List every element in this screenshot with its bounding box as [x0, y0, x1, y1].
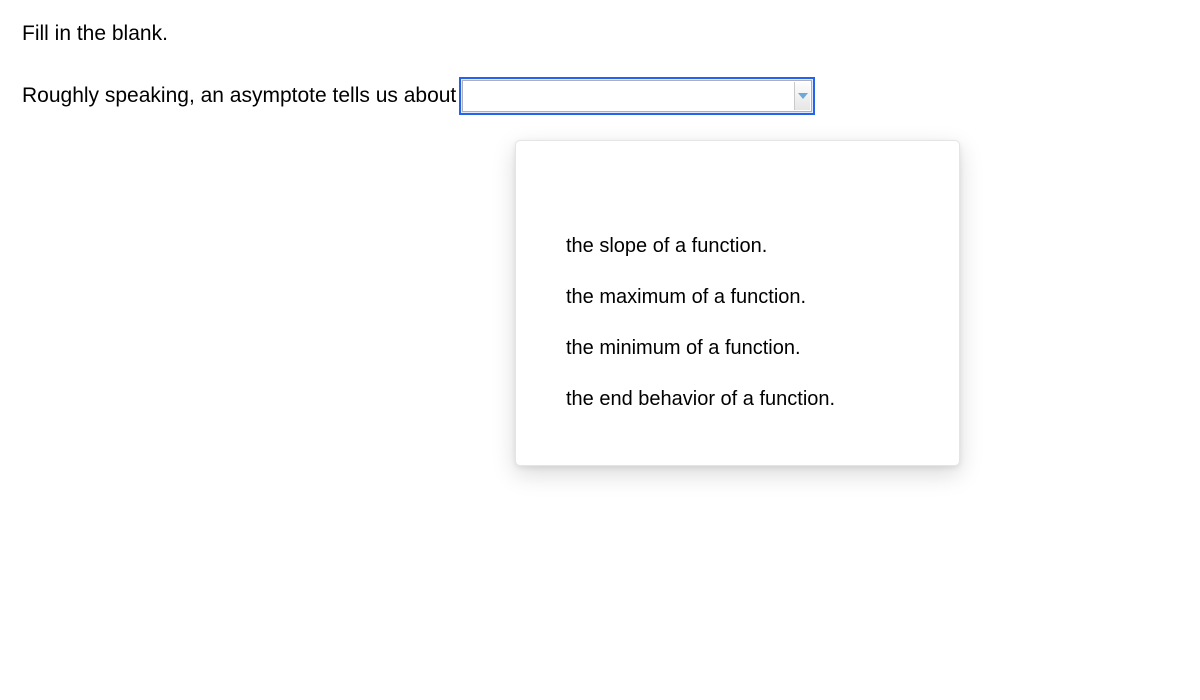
- instruction-text: Fill in the blank.: [22, 22, 168, 46]
- dropdown-options-panel: the slope of a function. the maximum of …: [515, 140, 960, 466]
- prompt-text: Roughly speaking, an asymptote tells us …: [22, 84, 456, 108]
- dropdown-option[interactable]: the end behavior of a function.: [516, 374, 959, 425]
- dropdown-option[interactable]: the slope of a function.: [516, 221, 959, 272]
- dropdown-option[interactable]: the maximum of a function.: [516, 272, 959, 323]
- answer-dropdown[interactable]: [462, 80, 812, 112]
- prompt-row: Roughly speaking, an asymptote tells us …: [22, 80, 812, 112]
- chevron-down-icon: [798, 93, 808, 99]
- dropdown-option[interactable]: the minimum of a function.: [516, 323, 959, 374]
- dropdown-arrow-button[interactable]: [794, 82, 810, 110]
